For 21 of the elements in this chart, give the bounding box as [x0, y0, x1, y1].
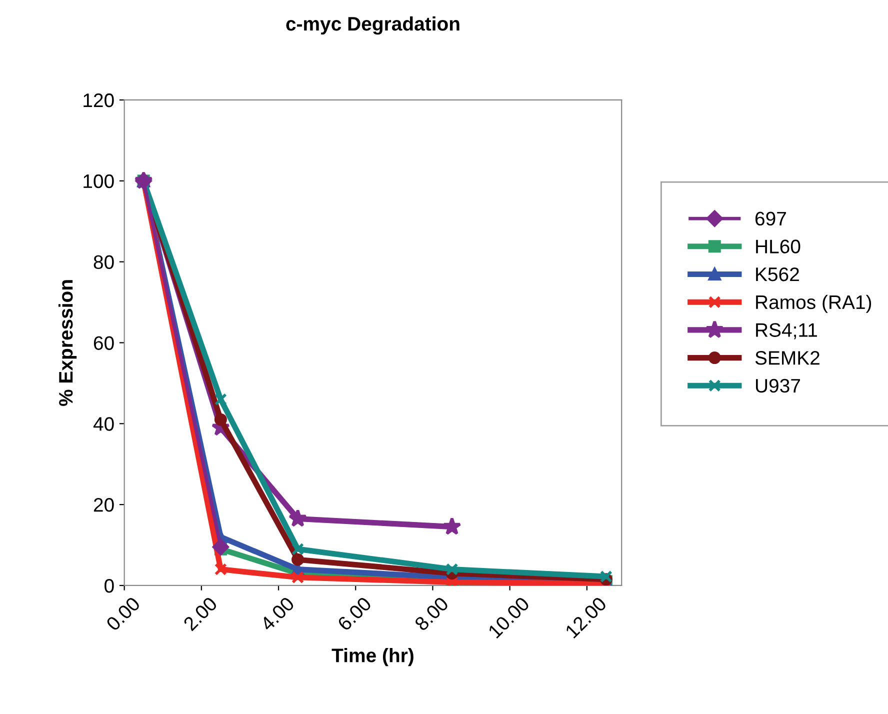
x-tick-label: 8.00 [414, 596, 450, 632]
x-tick-label: 0.00 [105, 596, 141, 632]
chart-title: c-myc Degradation [286, 16, 460, 35]
y-tick-label: 20 [94, 498, 114, 512]
legend-label: K562 [756, 267, 799, 282]
legend-label: Ramos (RA1) [756, 294, 872, 313]
y-tick-label: 40 [93, 417, 114, 431]
y-tick-label: 120 [84, 93, 114, 108]
legend-label: SEMK2 [755, 351, 820, 365]
y-axis-title: % Expression [58, 280, 77, 406]
legend-label: 697 [755, 212, 786, 226]
x-axis-title: Time (hr) [332, 648, 414, 666]
legend-label: HL60 [756, 240, 800, 254]
x-tick-label: 6.00 [336, 596, 372, 632]
y-tick-label: 100 [84, 174, 114, 188]
legend-label: U937 [756, 378, 800, 393]
y-tick-label: 60 [94, 336, 114, 350]
legend-label: RS4;11 [756, 323, 817, 340]
x-tick-label: 4.00 [259, 596, 296, 632]
y-tick-label: 80 [94, 255, 114, 270]
y-tick-label: 0 [104, 578, 114, 593]
